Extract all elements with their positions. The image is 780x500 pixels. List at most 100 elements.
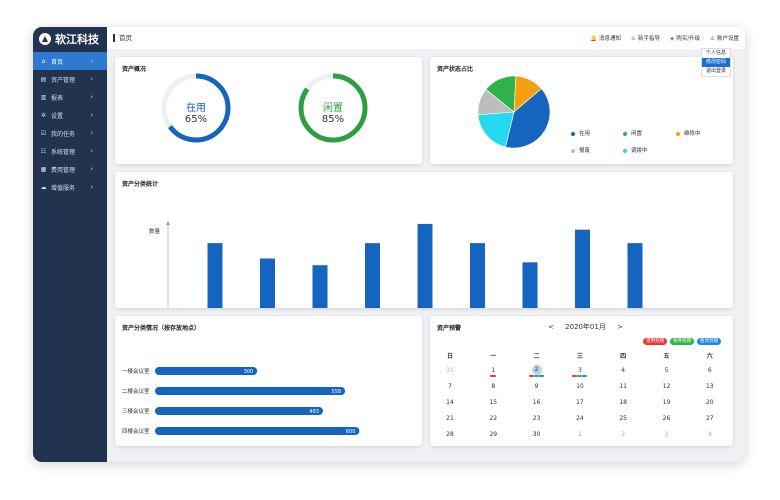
calendar-day[interactable]: 10 (576, 383, 584, 390)
brand[interactable]: 软江科技 (33, 27, 107, 51)
calendar-day[interactable]: 17 (576, 399, 584, 406)
sidebar-item[interactable]: ☑ 我的任务 › (33, 124, 107, 142)
calendar-day[interactable]: 2 (621, 431, 626, 438)
chevron-right-icon: › (90, 57, 93, 65)
calendar-day[interactable]: 8 (491, 383, 496, 390)
calendar-day[interactable]: 21 (446, 415, 454, 422)
pie-slice (485, 75, 517, 113)
account-button[interactable]: ♙ 账户设置 (710, 34, 739, 42)
pie-slice (505, 88, 551, 149)
sidebar-item[interactable]: ☁ 增值服务 › (33, 178, 107, 196)
gauge-inuse-value: 65% (184, 114, 208, 125)
sidebar-item[interactable]: ▤ 资产管理 › (33, 70, 107, 88)
calendar-day[interactable]: 19 (662, 399, 671, 406)
calendar-day[interactable]: 3 (577, 367, 582, 374)
guide-button[interactable]: ♙ 新手指导 (631, 34, 660, 42)
calendar-day[interactable]: 11 (619, 383, 627, 390)
chevron-right-icon: › (90, 75, 93, 83)
weekday-header: 五 (663, 353, 670, 360)
sidebar-item[interactable]: ▦ 费用管理 › (33, 160, 107, 178)
account-menu-item[interactable]: 修改密码 (702, 58, 730, 67)
sidebar-item-label: 费用管理 (51, 166, 76, 174)
calendar-day[interactable]: 1 (577, 431, 582, 438)
sidebar-item[interactable]: ☷ 系统管理 › (33, 142, 107, 160)
legend-label: 维修中 (684, 131, 701, 137)
calendar-day[interactable]: 4 (621, 367, 626, 374)
notice-label: 消息通知 (598, 36, 621, 42)
next-month-button[interactable]: > (617, 323, 623, 331)
location-card: 资产分类情况（按存放地点） 一楼会议室 300 二楼会议室 558 三楼会议室 493 四楼… (115, 316, 422, 446)
sidebar-item[interactable]: ✲ 设置 › (33, 106, 107, 124)
legend-item: 调拨中 (623, 146, 648, 154)
sidebar-item[interactable]: ⌂ 首页 › (33, 52, 107, 70)
sidebar-item-label: 报表 (51, 94, 64, 102)
bar (627, 243, 643, 308)
calendar-day[interactable]: 23 (532, 415, 541, 422)
chevron-right-icon: › (90, 183, 93, 191)
home-icon: ⌂ (41, 57, 46, 65)
status-card: 资产状态占比 在用 闲置 维修中 报废 调拨中 (430, 57, 733, 164)
chevron-right-icon: › (90, 165, 93, 173)
calendar-day[interactable]: 9 (534, 383, 539, 390)
hbar-value: 300 (244, 369, 254, 375)
category-card: 资产分类统计 数量笔记本电脑通用设备专用设备文艺体育设备文艺体育设备文艺体育设备… (115, 172, 733, 308)
calendar-day[interactable]: 4 (707, 431, 712, 438)
gear-icon: ✲ (40, 111, 47, 119)
event-mark (582, 375, 588, 377)
calendar-day[interactable]: 7 (448, 383, 452, 390)
gauge-arc (161, 73, 231, 143)
legend-dot (676, 131, 680, 136)
hbar-label: 四楼会议室 (122, 427, 150, 435)
hbar-value: 558 (332, 389, 342, 395)
calendar-day[interactable]: 12 (662, 383, 671, 390)
cost-icon: ▦ (40, 165, 47, 173)
calendar-day[interactable]: 16 (532, 399, 541, 406)
calendar-day[interactable]: 15 (489, 399, 498, 406)
calendar-day[interactable]: 3 (664, 431, 669, 438)
weekday-header: 日 (446, 353, 453, 360)
legend-item: 闲置 (623, 129, 642, 137)
event-mark (529, 375, 535, 377)
topbar: 首页 🔔 消息通知 ♙ 新手指导 ◈ 购买/升级 ♙ 账户设置 个人信息修改密码 退出登录 (107, 27, 745, 77)
calendar-day[interactable]: 26 (662, 415, 671, 422)
legend-item: 报废 (571, 146, 590, 154)
account-menu-item[interactable]: 个人信息 (705, 50, 726, 56)
calendar-day[interactable]: 24 (576, 415, 584, 422)
service-icon: ☁ (40, 183, 47, 191)
bar (417, 223, 433, 308)
notice-button[interactable]: 🔔 消息通知 (590, 34, 621, 42)
sidebar-item-label: 设置 (51, 112, 64, 120)
calendar-day[interactable]: 29 (489, 431, 498, 438)
calendar-day[interactable]: 6 (707, 367, 712, 374)
bar (312, 265, 328, 308)
sidebar-item-label: 增值服务 (51, 184, 76, 192)
calendar-day[interactable]: 22 (489, 415, 498, 422)
account-menu-item[interactable]: 退出登录 (705, 68, 726, 74)
calendar-day[interactable]: 13 (705, 383, 714, 390)
calendar-day[interactable]: 31 (446, 367, 454, 374)
bar (575, 229, 590, 308)
sidebar-item[interactable]: ▥ 报表 › (33, 88, 107, 106)
calendar-day[interactable]: 2 (527, 365, 547, 375)
calendar-day[interactable]: 25 (619, 415, 627, 422)
overview-card: 资产概况 在用 65% 闲置 85% (115, 57, 422, 164)
hbar (155, 407, 323, 415)
gauge-inuse-name: 在用 (186, 103, 206, 114)
prev-month-button[interactable]: < (548, 323, 554, 331)
calendar-day[interactable]: 28 (446, 431, 454, 438)
calendar-day[interactable]: 30 (532, 431, 541, 438)
bell-icon: 🔔 (590, 36, 597, 42)
bar (207, 243, 223, 308)
calendar-day[interactable]: 20 (705, 399, 714, 406)
calendar-day[interactable]: 1 (491, 367, 496, 374)
buy-button[interactable]: ◈ 购买/升级 (670, 34, 700, 42)
calendar-day[interactable]: 27 (705, 415, 714, 422)
calendar-day[interactable]: 5 (664, 367, 669, 374)
gauge-inuse: 在用 65% (161, 99, 231, 125)
weekday-header: 六 (706, 353, 713, 360)
calendar-day[interactable]: 14 (446, 399, 454, 406)
breadcrumb[interactable]: 首页 (113, 34, 132, 42)
calendar-day[interactable]: 18 (619, 399, 627, 406)
legend-item: 维修中 (676, 129, 701, 137)
logo-icon (39, 33, 51, 45)
